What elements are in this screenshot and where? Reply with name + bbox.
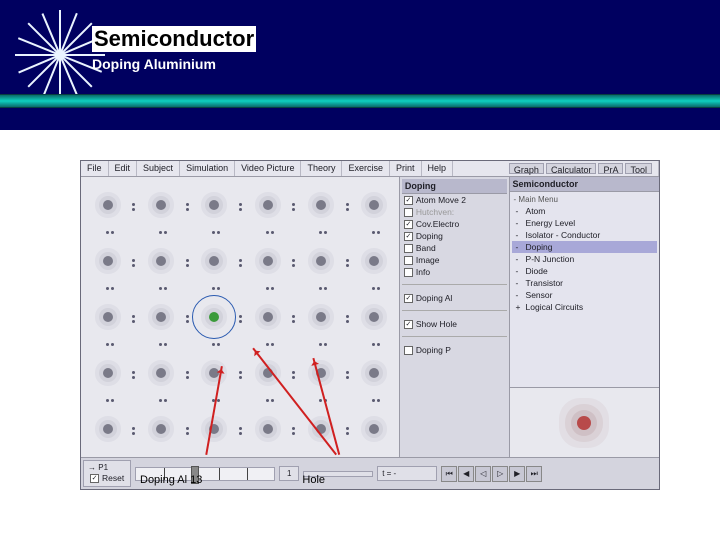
lattice-atom: [103, 424, 113, 434]
nav-fwd-icon[interactable]: ▷: [492, 466, 508, 482]
callout-labels: Doping Al 13 Hole: [140, 474, 325, 486]
tree-panel-title: Semiconductor: [510, 177, 659, 192]
lattice-atom: [263, 256, 273, 266]
checkbox-doping[interactable]: ✓Doping: [402, 230, 507, 242]
callout-arrow: [205, 366, 222, 455]
checkbox-image[interactable]: Image: [402, 254, 507, 266]
tree-panel: Semiconductor - Main Menu AtomEnergy Lev…: [510, 177, 659, 457]
checkbox-band[interactable]: Band: [402, 242, 507, 254]
nav-next-icon[interactable]: ▶: [509, 466, 525, 482]
slide-title: Semiconductor: [92, 26, 256, 52]
checkbox-hutchven-: Hutchven:: [402, 206, 507, 218]
slide-subtitle: Doping Aluminium: [92, 56, 256, 72]
options-panel: Doping ✓Atom Move 2Hutchven:✓Cov.Electro…: [400, 177, 510, 457]
menu-edit[interactable]: Edit: [109, 161, 138, 176]
lattice-atom: [316, 312, 326, 322]
checkbox-info[interactable]: Info: [402, 266, 507, 278]
checkbox-cov-electro[interactable]: ✓Cov.Electro: [402, 218, 507, 230]
lattice-atom: [369, 200, 379, 210]
tree-item-isolator-conductor[interactable]: Isolator - Conductor: [512, 229, 657, 241]
lattice-atom: [103, 200, 113, 210]
play-controls[interactable]: → P1 ✓Reset: [83, 460, 131, 487]
lattice-atom: [156, 256, 166, 266]
atom-preview: [510, 387, 659, 457]
tree-item-sensor[interactable]: Sensor: [512, 289, 657, 301]
lattice-atom: [209, 200, 219, 210]
tree-item-energy-level[interactable]: Energy Level: [512, 217, 657, 229]
lattice-atom: [263, 200, 273, 210]
toolbar-pra-button[interactable]: PrA: [598, 163, 623, 174]
lattice-atom: [156, 424, 166, 434]
lattice-atom: [369, 312, 379, 322]
simulation-window: FileEditSubjectSimulationVideo PictureTh…: [80, 160, 660, 490]
tree-item-p-n-junction[interactable]: P-N Junction: [512, 253, 657, 265]
lattice-atom: [263, 424, 273, 434]
menubar: FileEditSubjectSimulationVideo PictureTh…: [81, 161, 659, 177]
lattice-atom: [156, 312, 166, 322]
time-readout: t = -: [377, 466, 437, 481]
lattice-atom: [316, 256, 326, 266]
tree-item-transistor[interactable]: Transistor: [512, 277, 657, 289]
menu-file[interactable]: File: [81, 161, 109, 176]
lattice-atom: [103, 368, 113, 378]
lattice-atom: [369, 368, 379, 378]
lattice-atom: [369, 424, 379, 434]
lattice-atom: [156, 368, 166, 378]
toolbar-calculator-button[interactable]: Calculator: [546, 163, 597, 174]
checkbox-doping-p[interactable]: Doping P: [402, 344, 507, 356]
lattice-atom: [369, 256, 379, 266]
nav-last-icon[interactable]: ⏭: [526, 466, 542, 482]
tree-item-doping[interactable]: Doping: [512, 241, 657, 253]
menu-print[interactable]: Print: [390, 161, 422, 176]
menu-theory[interactable]: Theory: [301, 161, 342, 176]
tree-item-diode[interactable]: Diode: [512, 265, 657, 277]
lattice-atom: [209, 256, 219, 266]
checkbox-doping-al[interactable]: ✓Doping Al: [402, 292, 507, 304]
menu-exercise[interactable]: Exercise: [342, 161, 390, 176]
menu-simulation[interactable]: Simulation: [180, 161, 235, 176]
lattice-atom: [316, 200, 326, 210]
lattice-canvas: [81, 177, 400, 457]
divider-band: [0, 94, 720, 108]
nav-first-icon[interactable]: ⏮: [441, 466, 457, 482]
menu-help[interactable]: Help: [422, 161, 454, 176]
tree-item-logical-circuits[interactable]: Logical Circuits: [512, 301, 657, 313]
options-panel-title: Doping: [402, 179, 507, 194]
nav-prev-icon[interactable]: ◀: [458, 466, 474, 482]
tree-item-atom[interactable]: Atom: [512, 205, 657, 217]
checkbox-atom-move-2[interactable]: ✓Atom Move 2: [402, 194, 507, 206]
lattice-atom: [156, 200, 166, 210]
callout-hole: Hole: [302, 474, 325, 486]
nav-buttons[interactable]: ⏮ ◀ ◁ ▷ ▶ ⏭: [441, 466, 542, 482]
lattice-atom: [103, 312, 113, 322]
lattice-atom: [263, 312, 273, 322]
callout-doping: Doping Al 13: [140, 474, 202, 486]
menu-video-picture[interactable]: Video Picture: [235, 161, 301, 176]
lattice-atom: [103, 256, 113, 266]
nav-back-icon[interactable]: ◁: [475, 466, 491, 482]
toolbar-tool-button[interactable]: Tool: [625, 163, 652, 174]
toolbar-graph-button[interactable]: Graph: [509, 163, 544, 174]
menu-subject[interactable]: Subject: [137, 161, 180, 176]
checkbox-show-hole[interactable]: ✓Show Hole: [402, 318, 507, 330]
